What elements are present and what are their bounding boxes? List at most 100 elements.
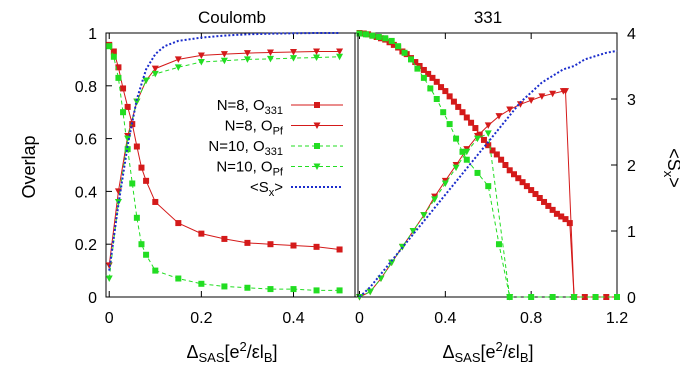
- data-point-coulomb-3: [220, 57, 228, 65]
- data-point-331-0: [468, 119, 475, 126]
- data-point-331-0: [450, 98, 457, 105]
- data-point-coulomb-1: [197, 52, 205, 59]
- data-point-331-2: [362, 31, 369, 38]
- legend-marker: [314, 102, 320, 108]
- data-point-coulomb-2: [290, 286, 297, 293]
- data-point-331-3: [366, 288, 374, 296]
- data-point-331-3: [431, 196, 439, 203]
- legend-label: N=8, OPf: [225, 118, 284, 138]
- y-tick-label-right: 1: [627, 224, 636, 241]
- x-tick-label-coulomb: 0.2: [190, 310, 212, 327]
- data-point-331-0: [511, 171, 518, 178]
- coulomb-panel: 0 0.2 0.4 0 0.2 0.4 0.6 0.8 1: [75, 26, 359, 327]
- data-point-331-0: [463, 114, 470, 121]
- data-point-coulomb-0: [152, 198, 159, 205]
- data-point-coulomb-3: [151, 70, 159, 78]
- panel-separator: [354, 33, 359, 297]
- data-point-coulomb-1: [220, 51, 228, 58]
- data-point-331-0: [480, 136, 487, 143]
- data-point-331-0: [532, 191, 539, 198]
- data-point-331-2: [495, 241, 502, 248]
- data-point-331-3: [441, 180, 449, 187]
- data-point-331-0: [523, 183, 530, 190]
- data-point-331-0: [438, 84, 445, 91]
- data-point-331-1: [538, 93, 546, 100]
- series-coulomb-3: [105, 53, 344, 283]
- y-tick-label-left: 0: [88, 290, 97, 307]
- data-point-331-2: [401, 49, 408, 56]
- data-point-coulomb-1: [336, 48, 344, 55]
- data-point-coulomb-2: [120, 109, 127, 116]
- data-point-coulomb-0: [336, 246, 343, 253]
- data-point-331-1: [549, 90, 557, 98]
- series-331-0: [356, 30, 620, 300]
- legend-marker: [314, 143, 320, 149]
- data-point-331-3: [474, 135, 482, 143]
- data-point-coulomb-3: [266, 55, 274, 63]
- y-tick-label-left: 0.2: [75, 237, 97, 254]
- data-point-331-0: [553, 210, 560, 217]
- y-tick-label-right: 4: [627, 26, 636, 43]
- data-point-coulomb-0: [138, 164, 145, 171]
- data-point-coulomb-0: [175, 220, 182, 227]
- data-point-coulomb-2: [115, 74, 122, 81]
- data-point-coulomb-3: [142, 77, 150, 85]
- data-point-coulomb-2: [138, 241, 145, 248]
- series-line-331-3: [359, 132, 511, 298]
- x-tick-label-331: 0.4: [434, 310, 456, 327]
- data-point-331-2: [485, 183, 492, 190]
- data-point-coulomb-1: [290, 49, 298, 56]
- data-point-coulomb-2: [336, 287, 343, 294]
- series-line-coulomb-2: [108, 46, 340, 291]
- series-line-coulomb-4: [108, 32, 340, 271]
- y-tick-label-left: 1: [88, 26, 97, 43]
- data-point-coulomb-3: [290, 55, 298, 62]
- data-point-coulomb-3: [197, 59, 205, 66]
- data-point-coulomb-2: [110, 53, 117, 60]
- data-point-331-0: [433, 78, 440, 85]
- x-tick-label-coulomb: 0.4: [282, 310, 304, 327]
- plot-frame-331: [357, 32, 618, 298]
- data-point-331-2: [395, 43, 402, 50]
- data-point-331-0: [502, 162, 509, 168]
- legend-label: N=10, O331: [208, 138, 283, 158]
- y-tick-label-right: 3: [627, 92, 636, 109]
- data-point-331-1: [495, 113, 503, 120]
- legend-entry: N=10, O331: [208, 138, 343, 158]
- x-tick-label-331: 0: [355, 310, 364, 327]
- data-point-coulomb-3: [174, 64, 182, 71]
- data-point-331-2: [453, 135, 460, 142]
- data-point-331-0: [472, 125, 479, 132]
- data-point-coulomb-3: [133, 98, 141, 106]
- data-point-331-1: [516, 101, 524, 108]
- data-point-coulomb-2: [106, 43, 113, 50]
- data-point-331-1: [562, 88, 570, 95]
- series-331-2: [356, 30, 620, 300]
- y-axis-label-right: <Sx>: [661, 148, 680, 188]
- data-point-331-0: [566, 220, 573, 227]
- data-point-coulomb-2: [198, 280, 205, 287]
- y-tick-label-left: 0.6: [75, 132, 97, 149]
- legend-label: N=8, O331: [217, 97, 283, 117]
- data-point-331-3: [409, 228, 417, 235]
- data-point-331-1: [527, 97, 535, 104]
- data-point-331-2: [420, 74, 427, 81]
- series-line-coulomb-1: [108, 51, 340, 266]
- data-point-331-2: [440, 109, 447, 116]
- y-tick-label-right: 2: [627, 158, 636, 175]
- data-point-331-2: [459, 148, 466, 155]
- data-point-331-2: [549, 294, 556, 300]
- data-point-331-2: [614, 294, 620, 300]
- data-point-331-1: [484, 122, 492, 129]
- series-line-coulomb-0: [108, 44, 340, 250]
- data-point-coulomb-2: [133, 214, 140, 221]
- data-point-coulomb-0: [124, 103, 131, 110]
- legend-entry: N=8, O331: [217, 97, 343, 117]
- data-point-coulomb-2: [313, 287, 320, 294]
- data-point-coulomb-3: [336, 53, 344, 61]
- data-point-331-0: [493, 151, 500, 158]
- data-point-331-0: [446, 93, 453, 100]
- data-point-331-0: [603, 294, 610, 300]
- data-point-331-0: [515, 175, 522, 182]
